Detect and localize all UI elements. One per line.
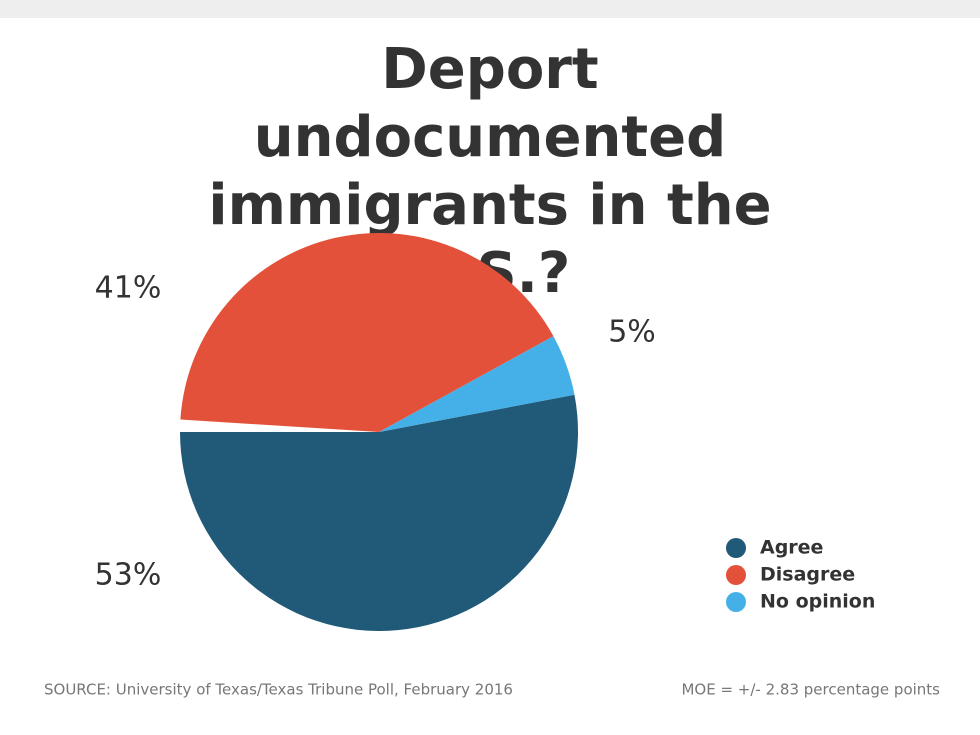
legend-label: No opinion — [760, 591, 875, 613]
legend-swatch — [726, 538, 746, 558]
value-label: 53% — [95, 558, 162, 593]
legend-label: Agree — [760, 537, 823, 559]
legend-label: Disagree — [760, 564, 855, 586]
pie-slice — [180, 394, 578, 632]
moe-note: MOE = +/- 2.83 percentage points — [681, 681, 940, 699]
source-note: SOURCE: University of Texas/Texas Tribun… — [44, 681, 513, 699]
pie-slice — [379, 336, 575, 432]
value-label: 5% — [608, 315, 656, 350]
top-bar — [0, 0, 980, 18]
value-label: 41% — [95, 271, 162, 306]
pie-slice — [180, 233, 554, 432]
legend-swatch — [726, 592, 746, 612]
legend-swatch — [726, 565, 746, 585]
